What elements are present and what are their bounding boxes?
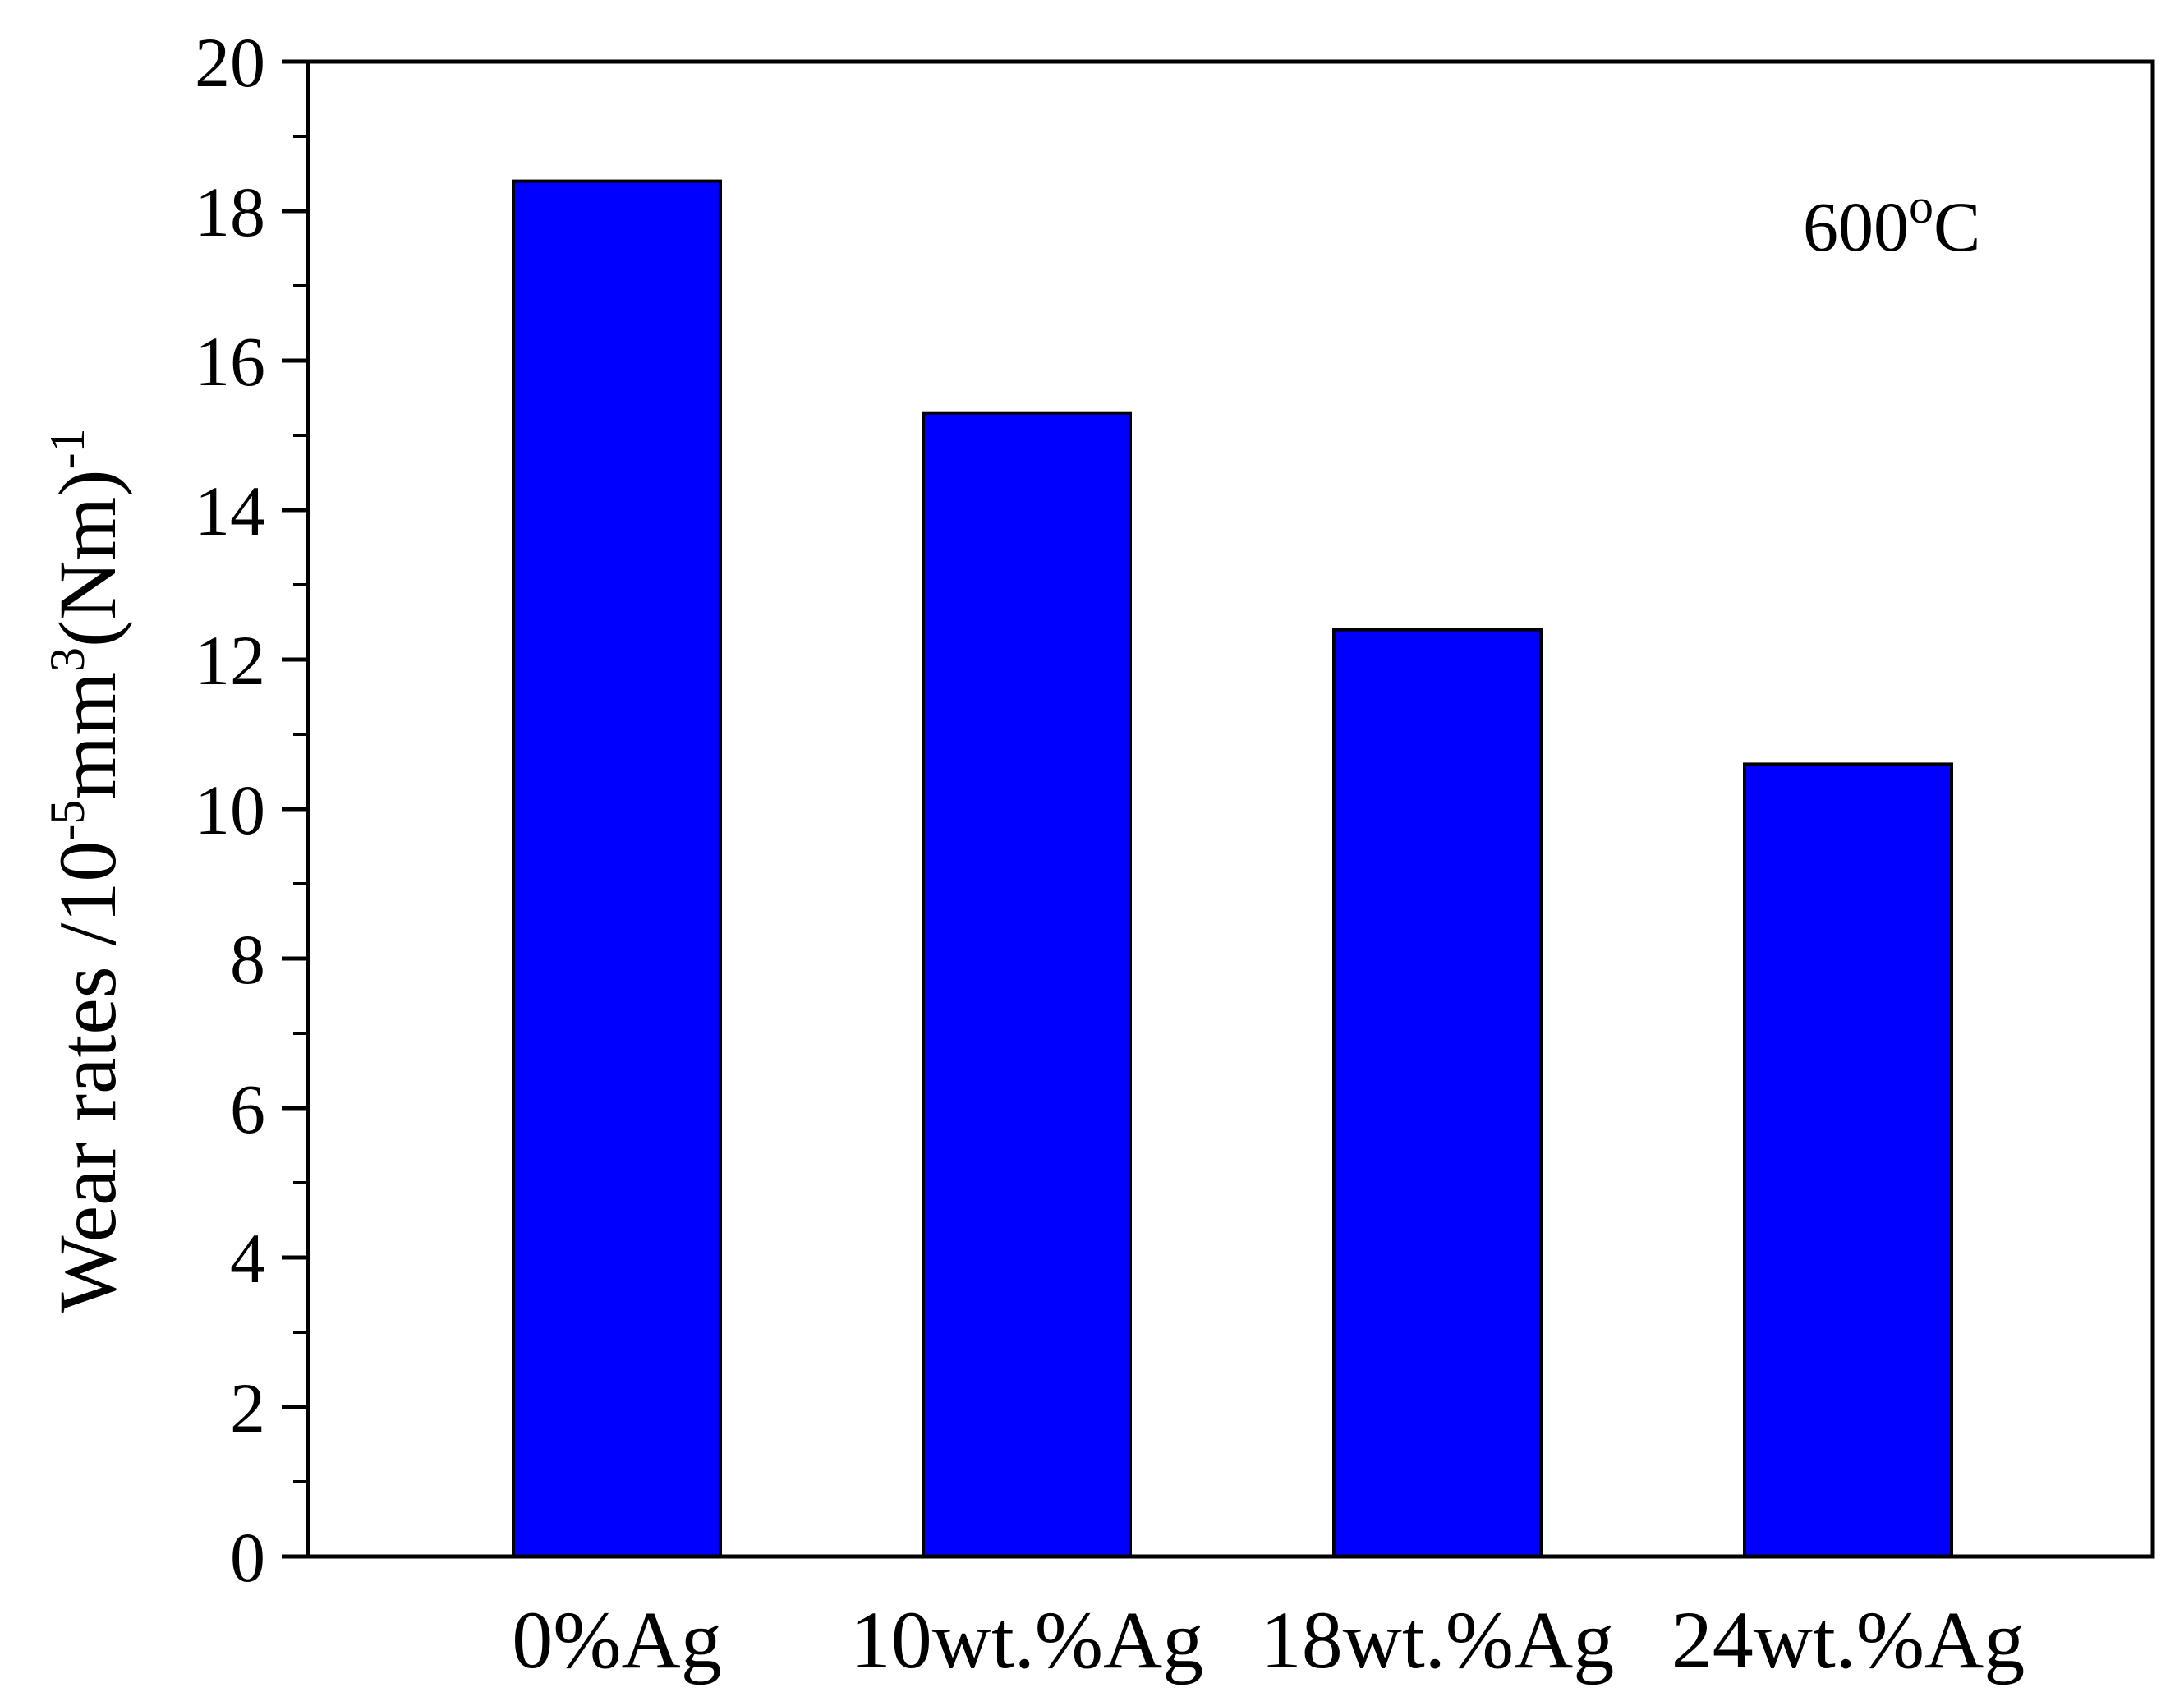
bar — [512, 179, 722, 1559]
y-tick-label: 12 — [195, 621, 265, 700]
y-tick-label: 18 — [195, 172, 265, 251]
plot-frame — [306, 59, 2155, 1559]
x-category-label: 18wt.%Ag — [1261, 1594, 1615, 1685]
y-tick-label: 6 — [230, 1069, 265, 1148]
x-category-label: 10wt.%Ag — [850, 1594, 1204, 1685]
bar — [922, 411, 1132, 1559]
y-tick-label: 20 — [195, 23, 265, 102]
x-category-label: 24wt.%Ag — [1671, 1594, 2025, 1685]
y-tick-label: 0 — [230, 1518, 265, 1597]
bar — [1332, 628, 1543, 1558]
y-axis-ticks: 0 2 4 6 8 10 12 14 16 18 20 — [195, 23, 308, 1597]
y-axis-label: Wear rates /10-5mm3(Nm)-1 — [40, 428, 133, 1313]
y-tick-label: 16 — [195, 322, 265, 401]
y-tick-label: 10 — [195, 770, 265, 849]
y-tick-label: 8 — [230, 920, 265, 999]
y-tick-label: 4 — [230, 1219, 265, 1298]
x-axis-category-labels: 0%Ag 10wt.%Ag 18wt.%Ag 24wt.%Ag — [512, 1594, 2025, 1685]
temperature-annotation: 600oC — [1803, 179, 1980, 266]
y-tick-label: 14 — [195, 471, 265, 550]
x-category-label: 0%Ag — [512, 1594, 722, 1685]
bars — [512, 179, 1953, 1559]
bar — [1743, 762, 1953, 1558]
y-tick-label: 2 — [230, 1368, 265, 1447]
